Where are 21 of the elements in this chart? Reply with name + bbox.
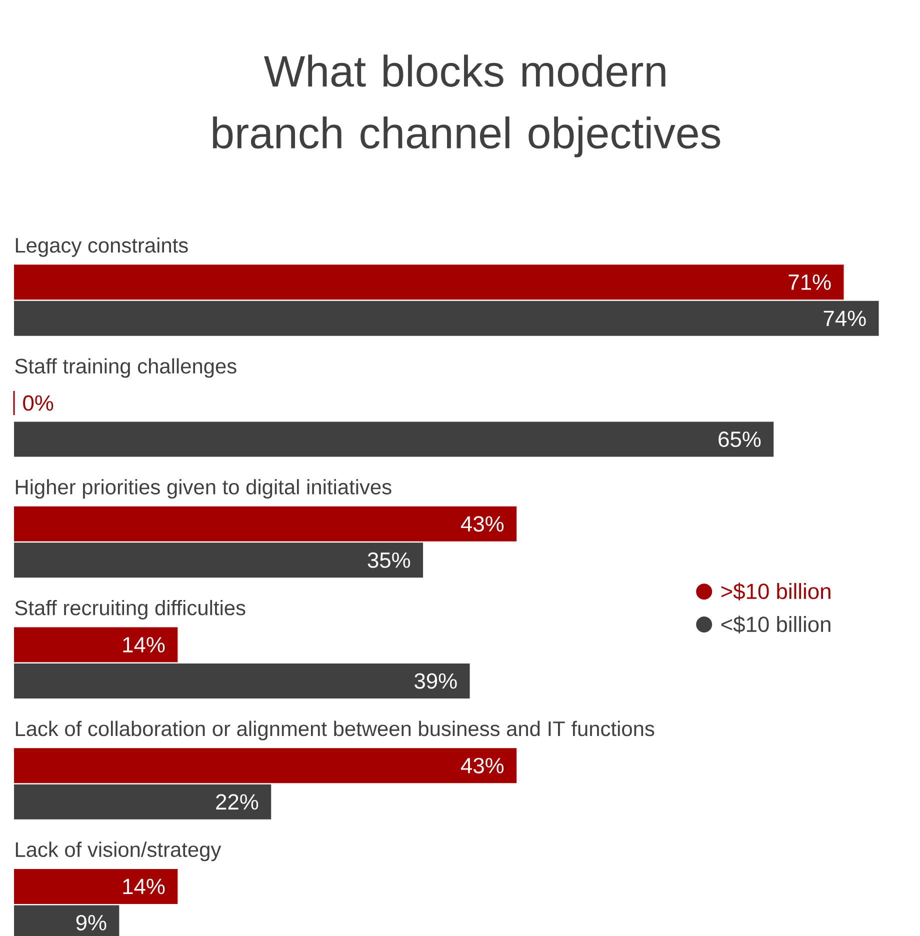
data-label: 43% (460, 758, 504, 774)
data-label: 14% (123, 637, 165, 652)
y-tick-label: Legacy constraints (16, 237, 188, 257)
data-label: 65% (718, 432, 761, 448)
legend-label: >$10 billion (721, 582, 830, 600)
legend-label: <$10 billion (721, 616, 830, 634)
data-label: 35% (368, 552, 410, 568)
y-tick-label: Staff recruiting difficulties (15, 600, 246, 620)
data-label: 14% (123, 878, 165, 894)
data-label: 39% (414, 673, 457, 689)
data-label: 74% (824, 310, 866, 326)
data-label: 71% (788, 274, 831, 290)
data-label: 9% (76, 914, 106, 930)
y-tick-label: Staff training challenges (15, 358, 236, 378)
data-label: 43% (460, 516, 504, 532)
data-label: 22% (216, 794, 258, 810)
data-label: 0% (23, 395, 54, 411)
y-tick-label: Higher priorities given to digital initiatives (16, 479, 392, 499)
chart-title: What blocks modern branch channel objectives (212, 54, 720, 158)
y-tick-label: Lack of collaboration or alignment between business and IT functions (16, 720, 654, 740)
y-tick-label: Lack of vision/strategy (16, 842, 222, 862)
